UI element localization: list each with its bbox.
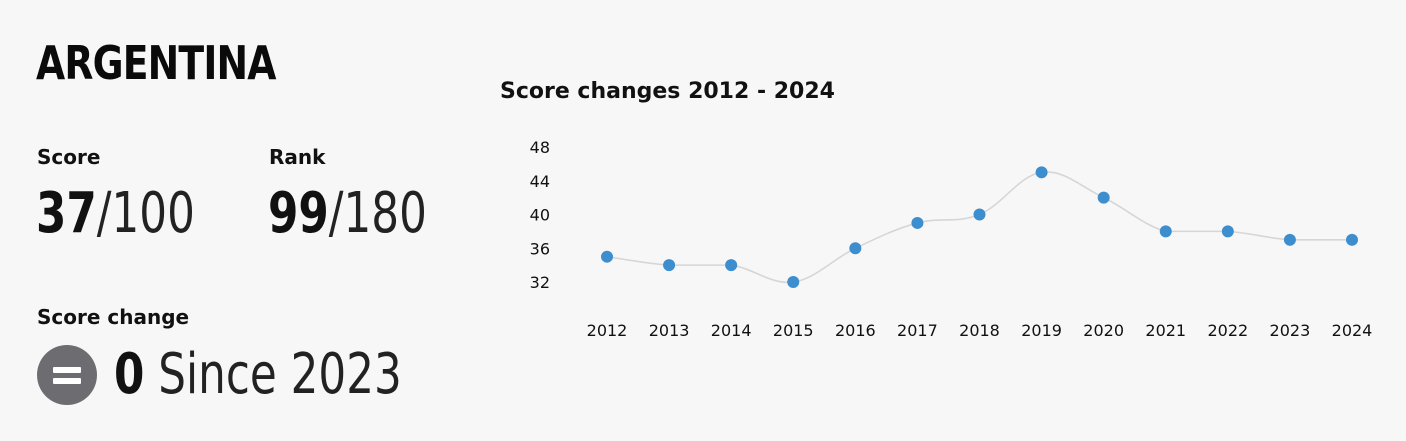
score-change-since: Since 2023 — [158, 342, 402, 407]
score-change-number: 0 — [114, 342, 145, 407]
x-tick-label: 2015 — [773, 321, 814, 340]
data-point-2016[interactable] — [849, 242, 862, 255]
score-series-line — [606, 171, 1352, 284]
x-tick-label: 2022 — [1207, 321, 1248, 340]
equals-icon — [37, 345, 97, 405]
data-point-2021[interactable] — [1159, 225, 1172, 238]
score-value: 37/100 — [36, 186, 195, 242]
country-name: ARGENTINA — [36, 36, 277, 90]
data-point-2015[interactable] — [787, 276, 800, 288]
equals-icon-bar-top — [53, 367, 81, 373]
x-axis-ticks: 2012 2013 2014 2015 2016 2017 2018 2019 2020 2021… — [587, 321, 1373, 340]
rank-label: Rank — [269, 145, 326, 169]
rank-number: 99 — [268, 181, 329, 246]
rank-value: 99/180 — [268, 186, 427, 242]
score-number: 37 — [36, 181, 97, 246]
score-points — [601, 166, 1358, 288]
data-point-2013[interactable] — [663, 259, 676, 272]
x-tick-label: 2012 — [587, 321, 628, 340]
x-tick-label: 2013 — [649, 321, 690, 340]
y-tick-label: 40 — [530, 206, 550, 225]
y-axis-ticks: 32 36 40 44 48 — [530, 138, 550, 292]
x-tick-label: 2023 — [1270, 321, 1311, 340]
x-tick-label: 2020 — [1083, 321, 1124, 340]
chart-title: Score changes 2012 - 2024 — [500, 79, 835, 104]
data-point-2020[interactable] — [1097, 191, 1110, 204]
data-point-2012[interactable] — [601, 250, 613, 263]
x-tick-label: 2024 — [1332, 321, 1373, 340]
x-tick-label: 2016 — [835, 321, 876, 340]
data-point-2017[interactable] — [911, 216, 924, 229]
data-point-2024[interactable] — [1346, 233, 1358, 246]
y-tick-label: 36 — [530, 239, 550, 258]
y-tick-label: 44 — [530, 172, 550, 191]
x-tick-label: 2018 — [959, 321, 1000, 340]
x-tick-label: 2017 — [897, 321, 938, 340]
x-tick-label: 2019 — [1021, 321, 1062, 340]
score-change-value: 0 Since 2023 — [114, 345, 402, 405]
score-change-label: Score change — [37, 305, 190, 329]
y-tick-label: 32 — [530, 273, 550, 292]
score-label: Score — [37, 145, 101, 169]
rank-total: /180 — [328, 181, 427, 246]
data-point-2018[interactable] — [973, 208, 986, 221]
equals-icon-bar-bottom — [53, 378, 81, 384]
x-tick-label: 2021 — [1145, 321, 1186, 340]
data-point-2014[interactable] — [725, 259, 738, 272]
data-point-2019[interactable] — [1035, 166, 1048, 179]
y-tick-label: 48 — [530, 138, 550, 157]
x-tick-label: 2014 — [711, 321, 752, 340]
data-point-2023[interactable] — [1283, 233, 1296, 246]
data-point-2022[interactable] — [1221, 225, 1234, 238]
score-total: /100 — [96, 181, 195, 246]
